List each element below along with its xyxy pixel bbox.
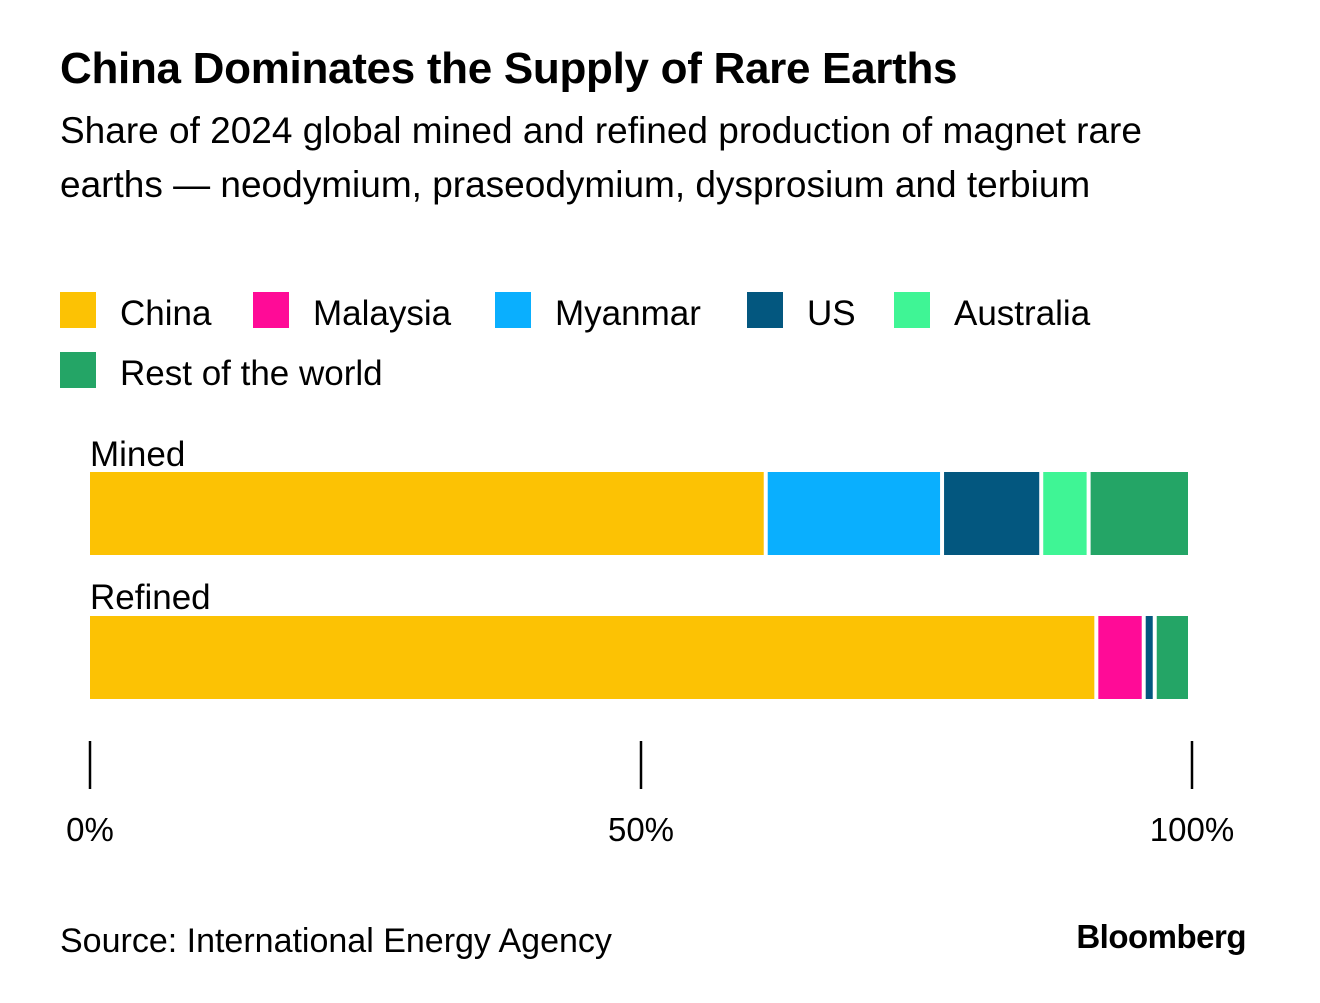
bar-refined-us [1145, 616, 1153, 699]
x-tick-label-0: 0% [66, 811, 114, 848]
bar-refined-malaysia [1098, 616, 1142, 699]
category-label-refined: Refined [90, 578, 211, 617]
bar-mined-us [944, 472, 1040, 555]
legend-swatch-rest-of-world [60, 352, 96, 388]
stacked-bar-chart: Mined Refined 0% 50% 100% [66, 435, 1234, 848]
legend-label-rest-of-world: Rest of the world [120, 354, 383, 393]
bar-refined-china [90, 616, 1095, 699]
legend-label-myanmar: Myanmar [555, 294, 701, 333]
legend-swatch-myanmar [495, 292, 531, 328]
source-note: Source: International Energy Agency [60, 922, 612, 960]
bar-mined-rest-of-the-world [1090, 472, 1188, 555]
bar-mined-myanmar [767, 472, 941, 555]
bar-refined-rest-of-the-world [1156, 616, 1188, 699]
legend-swatch-us [747, 292, 783, 328]
x-tick-label-100: 100% [1150, 811, 1234, 848]
legend-label-malaysia: Malaysia [313, 294, 452, 333]
legend-label-china: China [120, 294, 212, 333]
bar-mined-china [90, 472, 764, 555]
bar-mined-australia [1043, 472, 1087, 555]
legend-swatch-malaysia [253, 292, 289, 328]
chart-subtitle: Share of 2024 global mined and refined p… [60, 110, 1142, 205]
category-label-mined: Mined [90, 435, 185, 474]
legend-swatch-australia [894, 292, 930, 328]
x-tick-label-50: 50% [608, 811, 674, 848]
legend-swatch-china [60, 292, 96, 328]
bloomberg-logo: Bloomberg [1076, 918, 1246, 955]
chart-title: China Dominates the Supply of Rare Earth… [60, 44, 958, 93]
legend-label-us: US [807, 294, 856, 333]
legend-label-australia: Australia [954, 294, 1091, 333]
